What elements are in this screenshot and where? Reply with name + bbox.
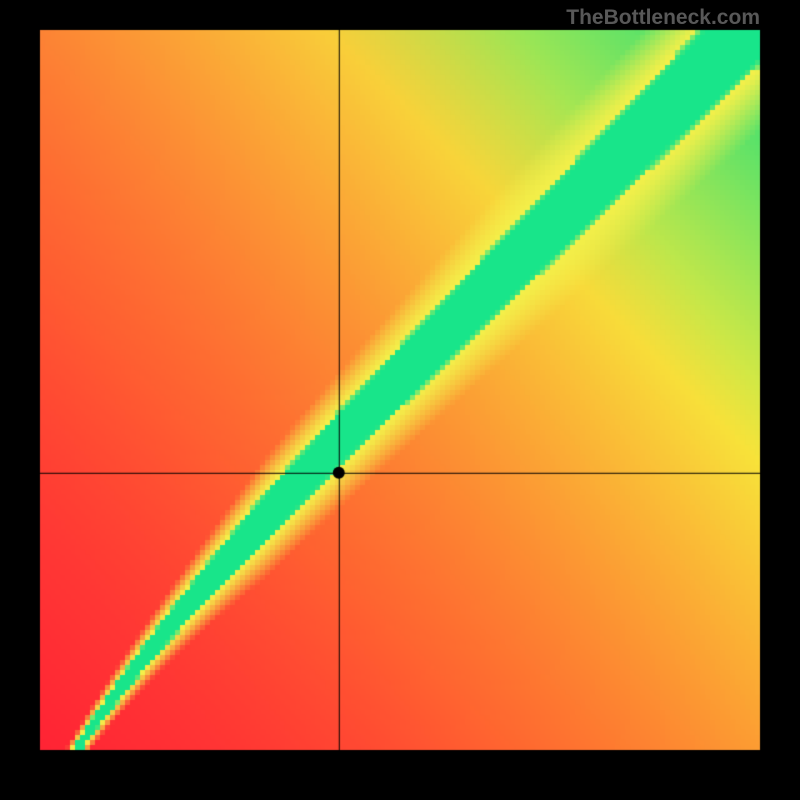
bottleneck-heatmap — [0, 0, 800, 800]
watermark-text: TheBottleneck.com — [566, 6, 760, 30]
